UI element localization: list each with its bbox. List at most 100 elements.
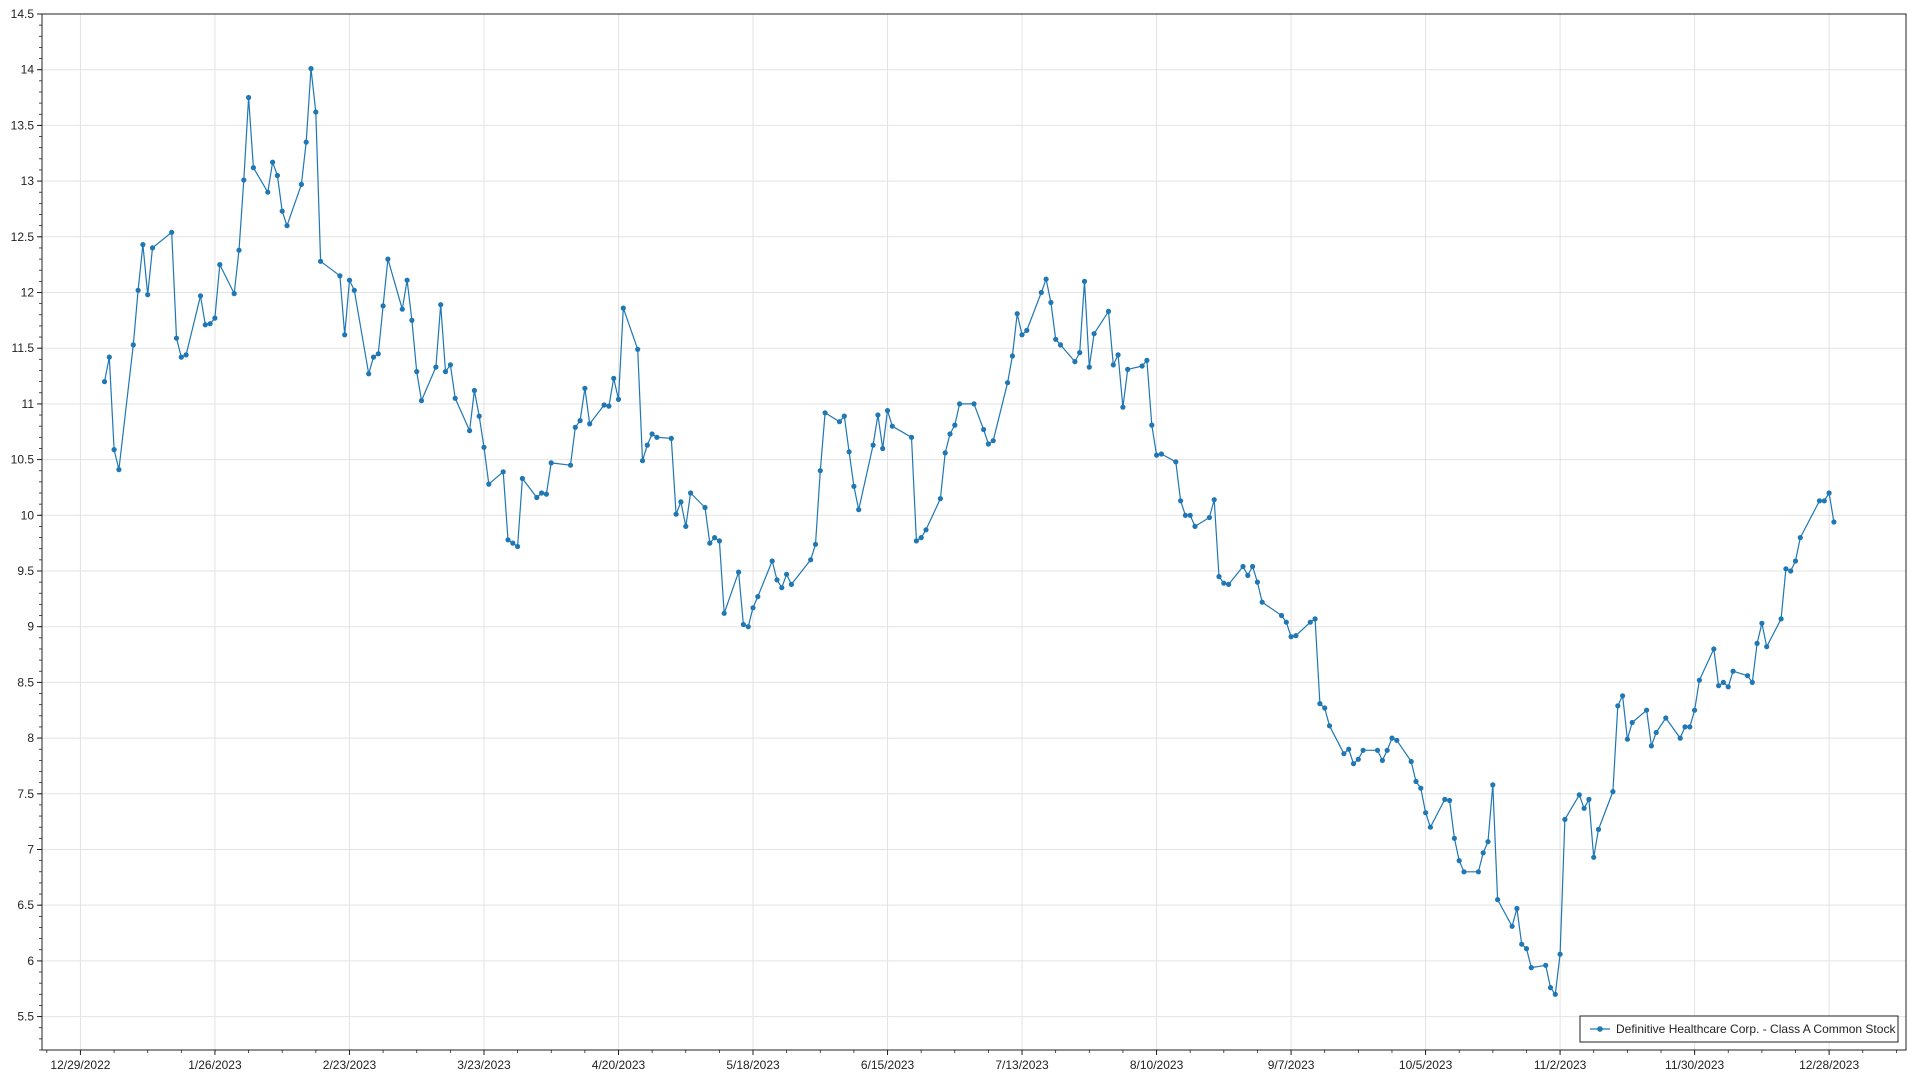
data-point [385,256,391,262]
data-point [716,538,723,544]
data-point [1384,747,1390,753]
data-point [178,354,184,360]
data-point [1749,679,1755,686]
data-point [1024,327,1030,333]
data-point [1019,332,1025,338]
data-point [1788,568,1794,574]
data-point [1379,757,1385,764]
data-point [500,469,506,475]
data-point [246,94,252,101]
data-point [308,66,314,72]
data-point [1792,558,1799,564]
data-point [1355,756,1361,762]
data-point [399,306,405,312]
data-point [1523,946,1530,952]
data-point [505,537,511,543]
data-point [375,351,381,357]
data-point [769,558,775,564]
data-point [1591,854,1597,860]
data-point [1711,646,1717,652]
legend-swatch-marker [1597,1026,1603,1032]
data-point [1278,612,1285,619]
data-point [1077,350,1083,356]
data-point [1322,705,1328,711]
data-point [149,245,156,251]
data-point [817,468,823,474]
legend-entry-label: Definitive Healthcare Corp. - Class A Co… [1616,1022,1896,1036]
data-point [1043,276,1049,282]
data-point [414,369,420,375]
data-point [1816,498,1823,504]
data-point [250,165,256,171]
data-point [140,242,146,248]
data-point [1086,364,1092,370]
data-point [337,273,343,279]
data-point [1226,581,1232,588]
data-point [543,491,550,497]
data-point [279,208,285,214]
data-point [217,262,223,268]
x-tick-label: 11/30/2023 [1665,1058,1724,1072]
data-point [1716,683,1722,689]
data-point [981,426,987,433]
data-point [1178,498,1184,504]
data-point [615,396,622,402]
data-point [539,490,545,496]
data-point [265,189,271,195]
y-tick-label: 6.5 [17,898,34,912]
y-tick-label: 13 [21,174,35,188]
data-point [1509,923,1515,929]
x-tick-label: 1/26/2023 [188,1058,242,1072]
data-point [1610,789,1616,795]
data-point [169,229,175,235]
data-point [1682,724,1688,730]
grid-lines [42,13,1906,1050]
x-tick-label: 9/7/2023 [1268,1058,1315,1072]
data-point [1797,535,1803,541]
data-point [1759,620,1765,626]
axes: 5.5 6 6.5 7 7.5 8 8.5 9 9.5 10 10.5 11 11.5 12 12.5 13 1… [11,7,1897,1072]
data-point [1341,751,1347,757]
data-point [1562,816,1568,823]
data-point [404,277,410,283]
data-point [303,139,309,145]
data-point [635,346,641,352]
data-point [418,398,425,404]
data-point [1139,363,1145,369]
data-point [567,462,574,468]
data-point [971,401,977,407]
y-tick-label: 7.5 [17,787,34,801]
data-point [1173,459,1179,465]
data-point [380,303,386,309]
data-point [784,571,790,577]
data-point [519,475,526,482]
data-point [1543,962,1549,968]
data-point [212,315,218,321]
data-point [1254,579,1260,585]
data-point [1072,359,1078,365]
data-point [639,458,646,464]
data-point [572,424,578,430]
data-point [750,605,756,611]
data-point [1485,839,1491,845]
data-point [202,322,208,328]
data-point [649,431,655,437]
data-point [1158,451,1164,457]
data-point [1350,761,1357,767]
data-point [1495,897,1501,903]
data-point [841,413,847,419]
data-point [1831,519,1837,525]
data-point [1615,703,1621,709]
data-point [1154,452,1160,458]
x-tick-label: 4/20/2023 [592,1058,646,1072]
data-point [313,109,319,115]
y-tick-label: 8.5 [17,675,34,689]
y-tick-label: 10 [21,508,35,522]
data-point [774,577,780,583]
data-point [1259,599,1265,605]
data-point [145,292,151,298]
data-point [442,369,449,375]
data-point [366,371,372,377]
data-point [1595,826,1602,833]
